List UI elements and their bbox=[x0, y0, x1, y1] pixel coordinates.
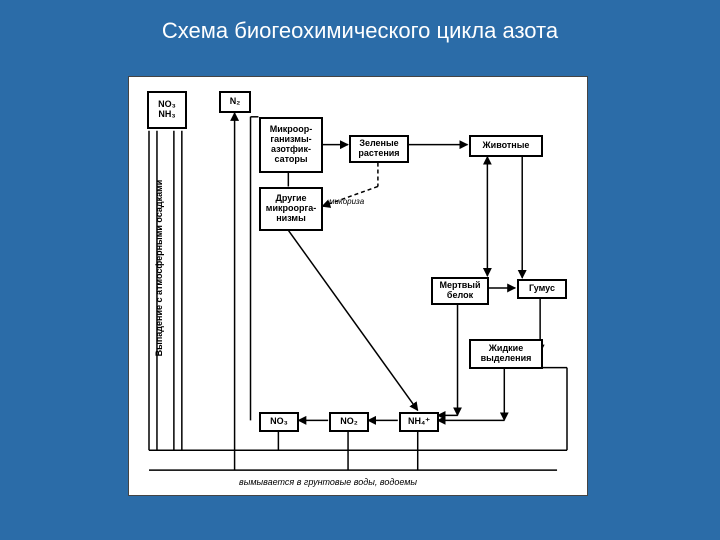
nitrogen-cycle-diagram: NO₃NH₃ N₂ Микроор-ганизмы-азотфик-саторы Зе… bbox=[129, 77, 587, 495]
node-humus: Гумус bbox=[517, 279, 567, 299]
diagram-frame: NO₃NH₃ N₂ Микроор-ганизмы-азотфик-саторы Зе… bbox=[128, 76, 588, 496]
slide-title: Схема биогеохимического цикла азота bbox=[0, 0, 720, 44]
node-no2b: NO₂ bbox=[329, 412, 369, 432]
label-leaching: вымывается в грунтовые воды, водоемы bbox=[239, 477, 417, 487]
node-n2: N₂ bbox=[219, 91, 251, 113]
node-liquid: Жидкиевыделения bbox=[469, 339, 543, 369]
node-other: Другиемикроорга-низмы bbox=[259, 187, 323, 231]
node-dead: Мертвыйбелок bbox=[431, 277, 489, 305]
node-fixers: Микроор-ганизмы-азотфик-саторы bbox=[259, 117, 323, 173]
node-no3b: NO₃ bbox=[259, 412, 299, 432]
node-plants: Зеленыерастения bbox=[349, 135, 409, 163]
label-mycorrhiza: микориза bbox=[329, 197, 364, 206]
slide-background: Схема биогеохимического цикла азота NO₃N… bbox=[0, 0, 720, 540]
node-animals: Животные bbox=[469, 135, 543, 157]
node-no3nh3: NO₃NH₃ bbox=[147, 91, 187, 129]
vertical-label-precipitation: Выпадение с атмосферными осадками bbox=[154, 168, 164, 368]
node-nh4b: NH₄⁺ bbox=[399, 412, 439, 432]
